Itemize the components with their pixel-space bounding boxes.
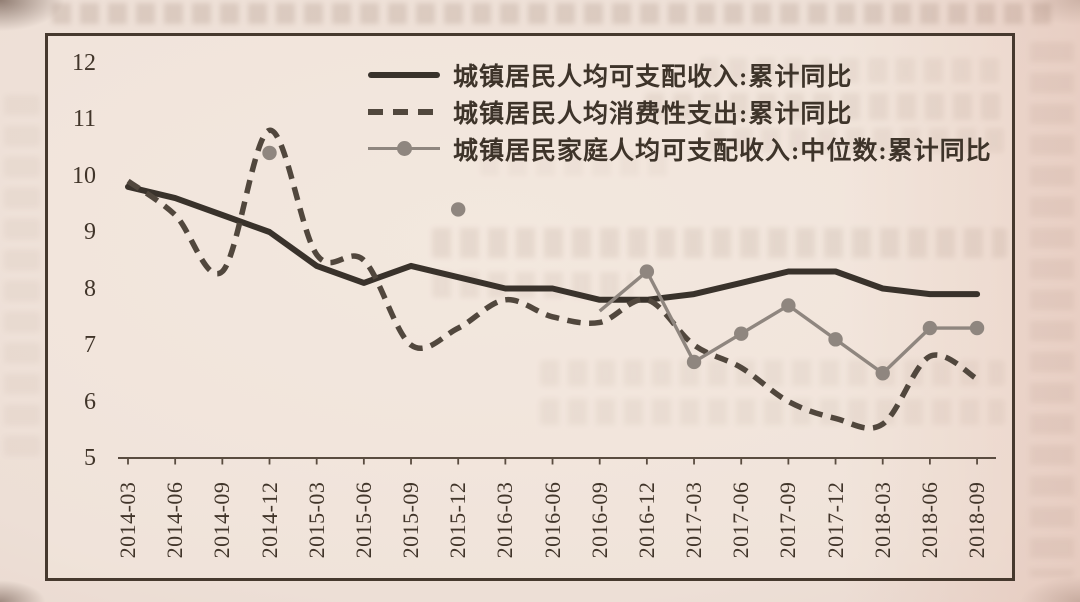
- dashed-line-swatch: [368, 108, 440, 115]
- ghost-text-row: [52, 3, 1058, 24]
- median-data-point: [686, 354, 702, 370]
- legend-label: 城镇居民家庭人均可支配收入:中位数:累计同比: [453, 137, 992, 165]
- x-tick-label: 2016-12: [633, 481, 659, 559]
- x-tick-label: 2014-06: [162, 481, 188, 559]
- y-tick-label: 11: [72, 106, 96, 132]
- median-data-point: [922, 320, 938, 336]
- y-tick-label: 8: [84, 275, 96, 302]
- solid-line-swatch: [368, 71, 440, 78]
- y-tick-label: 10: [72, 162, 96, 189]
- median-data-point: [828, 332, 843, 347]
- line-with-dot-swatch: [368, 141, 440, 156]
- ghost-text-column: [1030, 42, 1074, 577]
- x-tick-label: 2017-09: [775, 481, 801, 559]
- y-tick-label: 7: [84, 332, 96, 358]
- x-tick-label: 2016-09: [586, 481, 612, 559]
- legend-item-median-income: 城镇居民家庭人均可支配收入:中位数:累计同比: [368, 135, 992, 165]
- median-data-point: [969, 320, 985, 336]
- ghost-text-row: [700, 58, 1005, 83]
- chart-legend: 城镇居民人均可支配收入:累计同比 城镇居民人均消费性支出:累计同比 城镇居民家庭…: [368, 61, 992, 172]
- x-tick-label: 2015-03: [303, 481, 329, 559]
- x-tick-label: 2017-03: [681, 481, 707, 559]
- median-income-line: [598, 269, 978, 375]
- legend-item-consumption-expenditure: 城镇居民人均消费性支出:累计同比: [368, 98, 992, 128]
- x-tick-label: 2015-09: [398, 481, 424, 559]
- x-tick-label: 2018-09: [964, 481, 990, 559]
- ghost-text-row: [540, 399, 1005, 425]
- legend-label: 城镇居民人均消费性支出:累计同比: [453, 100, 853, 128]
- y-tick-label: 6: [84, 388, 96, 415]
- median-data-point: [450, 202, 466, 217]
- x-tick-label: 2014-12: [256, 481, 282, 559]
- ghost-text-row: [432, 228, 1007, 258]
- y-tick-label: 5: [84, 445, 96, 471]
- median-data-point: [262, 145, 277, 161]
- median-data-point: [781, 298, 796, 313]
- x-tick-label: 2017-12: [822, 481, 848, 559]
- ghost-text-row: [645, 93, 1005, 120]
- legend-label: 城镇居民人均可支配收入:累计同比: [453, 63, 853, 91]
- legend-item-disposable-income: 城镇居民人均可支配收入:累计同比: [368, 61, 992, 91]
- x-tick-label: 2018-03: [869, 481, 895, 559]
- x-tick-label: 2014-03: [115, 481, 140, 559]
- median-data-point: [639, 264, 655, 279]
- y-tick-label: 12: [72, 49, 96, 76]
- x-tick-label: 2015-12: [445, 481, 471, 559]
- x-tick-label: 2016-03: [492, 481, 518, 559]
- median-data-point: [734, 326, 749, 341]
- x-tick-label: 2015-06: [350, 481, 376, 559]
- x-tick-label: 2017-06: [728, 481, 754, 559]
- x-tick-label: 2014-09: [209, 481, 235, 559]
- consumption-line: [126, 127, 979, 431]
- x-tick-label: 2018-06: [916, 481, 942, 559]
- income-line: [125, 183, 981, 303]
- median-data-point: [875, 366, 890, 381]
- y-tick-label: 9: [84, 219, 96, 245]
- ghost-text-row: [540, 360, 1005, 386]
- x-tick-label: 2016-06: [539, 481, 565, 559]
- ghost-text-row: [705, 128, 1005, 153]
- ghost-text-row: [480, 152, 670, 176]
- ghost-text-column: [4, 95, 40, 465]
